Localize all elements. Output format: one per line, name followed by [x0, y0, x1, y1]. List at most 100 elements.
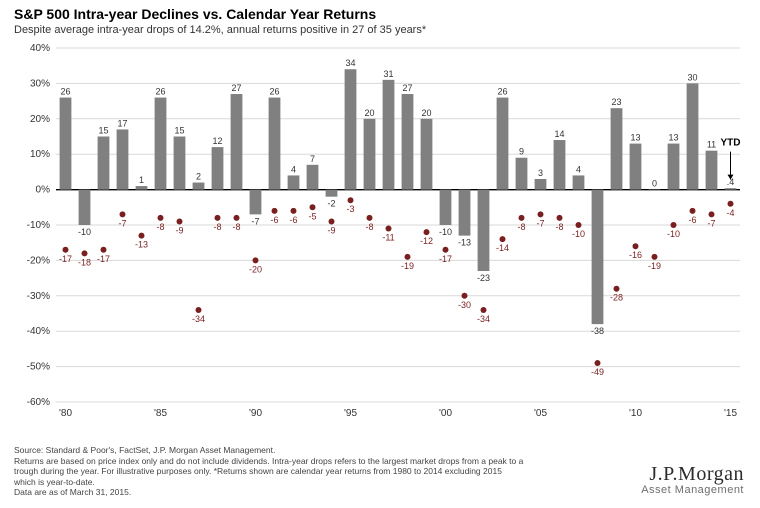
- return-bar: [478, 190, 490, 271]
- decline-value-label: -19: [401, 261, 414, 271]
- return-bar: [573, 175, 585, 189]
- decline-value-label: -10: [572, 229, 585, 239]
- footer-date: Data are as of March 31, 2015.: [14, 487, 524, 498]
- decline-value-label: -30: [458, 300, 471, 310]
- decline-value-label: -8: [555, 222, 563, 232]
- return-bar: [212, 147, 224, 189]
- decline-dot: [405, 254, 411, 260]
- return-bar: [307, 165, 319, 190]
- logo-sub: Asset Management: [641, 484, 744, 496]
- decline-value-label: -9: [175, 225, 183, 235]
- decline-value-label: -17: [97, 254, 110, 264]
- bar-value-label: 4: [291, 164, 296, 174]
- decline-value-label: -8: [365, 222, 373, 232]
- y-tick-label: -10%: [27, 220, 50, 231]
- decline-value-label: -49: [591, 367, 604, 377]
- bar-value-label: -2: [327, 199, 335, 209]
- return-bar: [174, 137, 186, 190]
- return-bar: [497, 98, 509, 190]
- x-tick-label: '95: [344, 408, 357, 419]
- y-tick-label: -20%: [27, 255, 50, 266]
- return-bar: [668, 144, 680, 190]
- bar-value-label: -23: [477, 273, 490, 283]
- decline-value-label: -17: [59, 254, 72, 264]
- bar-value-label: 27: [402, 83, 412, 93]
- y-tick-label: -40%: [27, 326, 50, 337]
- decline-value-label: -6: [289, 215, 297, 225]
- bar-value-label: -38: [591, 326, 604, 336]
- decline-dot: [500, 236, 506, 242]
- logo-main: J.P.Morgan: [641, 463, 744, 486]
- decline-value-label: -7: [118, 218, 126, 228]
- ytd-label: YTD: [721, 138, 741, 149]
- decline-dot: [633, 243, 639, 249]
- return-bar: [117, 129, 129, 189]
- decline-value-label: -13: [135, 240, 148, 250]
- return-bar: [383, 80, 395, 190]
- return-bar: [155, 98, 167, 190]
- decline-value-label: -34: [477, 314, 490, 324]
- return-bar: [516, 158, 528, 190]
- x-tick-label: '10: [629, 408, 642, 419]
- decline-dot: [101, 247, 107, 253]
- return-bar: [592, 190, 604, 325]
- chart-subtitle: Despite average intra-year drops of 14.2…: [14, 24, 426, 36]
- decline-value-label: -8: [517, 222, 525, 232]
- bar-value-label: 26: [155, 87, 165, 97]
- decline-value-label: -5: [308, 211, 316, 221]
- return-bar: [725, 188, 737, 189]
- x-tick-label: '05: [534, 408, 547, 419]
- bar-value-label: 3: [538, 168, 543, 178]
- decline-value-label: -12: [420, 236, 433, 246]
- bar-value-label: 1: [139, 175, 144, 185]
- decline-dot: [538, 211, 544, 217]
- bar-value-label: 26: [497, 87, 507, 97]
- decline-value-label: -28: [610, 293, 623, 303]
- bar-value-label: -10: [78, 227, 91, 237]
- decline-dot: [139, 233, 145, 239]
- bar-value-label: 0: [652, 179, 657, 189]
- bar-value-label: 31: [383, 69, 393, 79]
- return-bar: [706, 151, 718, 190]
- decline-dot: [234, 215, 240, 221]
- decline-dot: [481, 307, 487, 313]
- decline-value-label: -16: [629, 250, 642, 260]
- return-bar: [630, 144, 642, 190]
- decline-dot: [215, 215, 221, 221]
- decline-dot: [519, 215, 525, 221]
- bar-value-label: 12: [212, 136, 222, 146]
- footer-notes: Source: Standard & Poor's, FactSet, J.P.…: [14, 445, 524, 498]
- return-bar: [440, 190, 452, 225]
- bar-value-label: -10: [439, 227, 452, 237]
- return-bar: [231, 94, 243, 190]
- decline-value-label: -3: [346, 204, 354, 214]
- bar-value-label: 26: [60, 87, 70, 97]
- decline-value-label: -18: [78, 257, 91, 267]
- bar-value-label: 9: [519, 147, 524, 157]
- bar-value-label: 7: [310, 154, 315, 164]
- bar-value-label: 27: [231, 83, 241, 93]
- bar-value-label: 15: [174, 126, 184, 136]
- bar-value-label: 4: [576, 164, 581, 174]
- footer-disclaimer: Returns are based on price index only an…: [14, 456, 524, 488]
- decline-dot: [557, 215, 563, 221]
- bar-value-label: 20: [421, 108, 431, 118]
- decline-dot: [709, 211, 715, 217]
- bar-value-label: 13: [630, 133, 640, 143]
- y-tick-label: -50%: [27, 362, 50, 373]
- bar-value-label: 30: [687, 72, 697, 82]
- return-bar: [459, 190, 471, 236]
- decline-value-label: -8: [213, 222, 221, 232]
- return-bar: [687, 83, 699, 189]
- decline-value-label: -6: [688, 215, 696, 225]
- return-bar: [535, 179, 547, 190]
- decline-dot: [348, 197, 354, 203]
- y-tick-label: -30%: [27, 291, 50, 302]
- bar-value-label: -7: [251, 216, 259, 226]
- return-bar: [649, 190, 661, 191]
- x-tick-label: '15: [724, 408, 737, 419]
- x-tick-label: '90: [249, 408, 262, 419]
- decline-dot: [576, 222, 582, 228]
- bar-value-label: -13: [458, 238, 471, 248]
- decline-value-label: -14: [496, 243, 509, 253]
